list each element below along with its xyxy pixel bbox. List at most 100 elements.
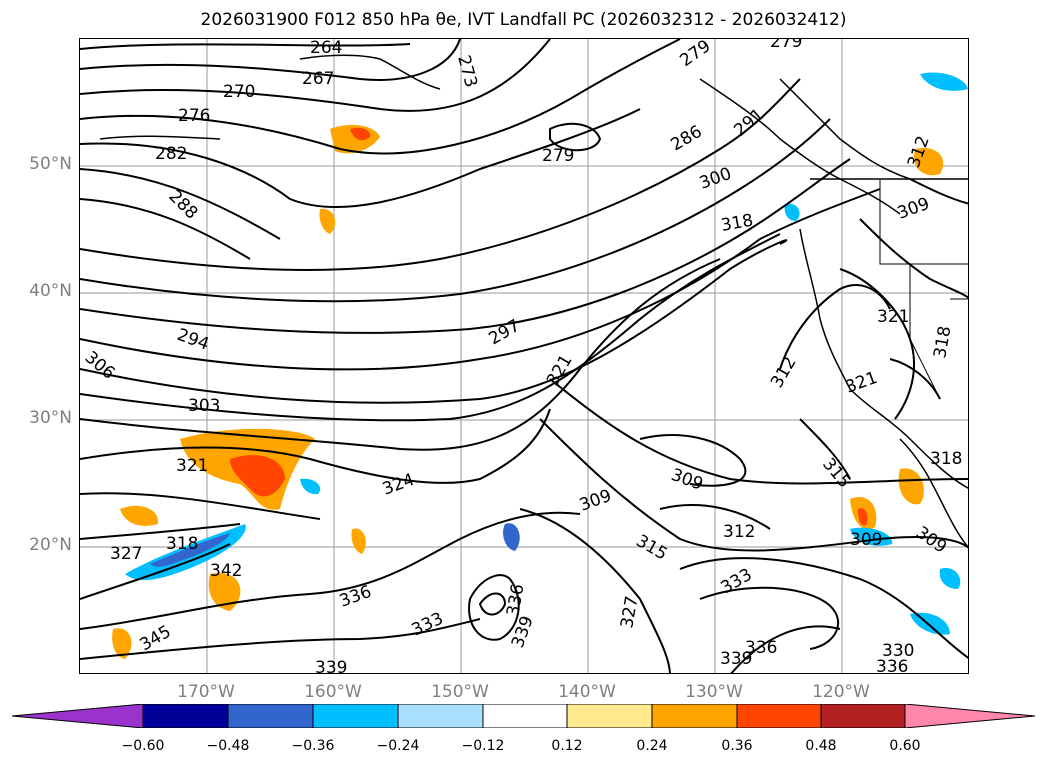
contour-label: 297 bbox=[486, 316, 524, 350]
contour-label: 312 bbox=[767, 353, 801, 391]
contour-label: 321 bbox=[877, 307, 909, 327]
contour-label: 315 bbox=[818, 454, 854, 492]
colorbar-tick-label: 0.24 bbox=[636, 738, 668, 754]
shade-positive-blob bbox=[230, 455, 285, 497]
contour-label: 276 bbox=[178, 106, 210, 126]
lon-label-160w: 160°W bbox=[304, 682, 362, 702]
lon-label-150w: 150°W bbox=[431, 682, 489, 702]
shade-positive-blob bbox=[898, 468, 924, 505]
colorbar-segment bbox=[820, 704, 906, 728]
contour-label: 309 bbox=[895, 194, 932, 224]
contour-label: 306 bbox=[81, 348, 119, 384]
contour-label: 318 bbox=[166, 534, 198, 554]
colorbar-segment bbox=[397, 704, 484, 728]
shade-negative-blob bbox=[150, 533, 230, 567]
contour-label: 336 bbox=[503, 582, 528, 617]
coastlines bbox=[99, 54, 968, 548]
contour-label-group: 264 267 270 273 276 279 279 279 282 286 … bbox=[81, 39, 963, 674]
contour-label: 291 bbox=[730, 105, 768, 141]
colorbar-segment bbox=[12, 704, 144, 728]
contour-label: 336 bbox=[337, 582, 374, 612]
shade-negative-blob bbox=[920, 72, 968, 91]
map-svg: 264 267 270 273 276 279 279 279 282 286 … bbox=[80, 39, 968, 674]
lon-label-140w: 140°W bbox=[558, 682, 616, 702]
shade-positive-blob bbox=[351, 528, 366, 554]
contour-label: 336 bbox=[876, 657, 908, 674]
contour-label: 309 bbox=[577, 486, 614, 516]
shade-positive-blob bbox=[914, 147, 944, 176]
colorbar-segment bbox=[142, 704, 229, 728]
contour-label: 303 bbox=[188, 396, 220, 416]
contour-label: 321 bbox=[843, 368, 880, 398]
contour-label: 264 bbox=[310, 39, 342, 58]
colorbar-tick-label: −0.24 bbox=[376, 738, 420, 754]
lon-label-170w: 170°W bbox=[177, 682, 235, 702]
contour-label: 339 bbox=[720, 649, 752, 669]
contour-label: 327 bbox=[617, 594, 642, 629]
contour-label: 339 bbox=[315, 658, 347, 674]
contour-label: 321 bbox=[176, 456, 208, 476]
contour-label: 333 bbox=[409, 609, 447, 641]
colorbar-tick-label: 0.60 bbox=[889, 738, 921, 754]
colorbar-tick-label: −0.60 bbox=[121, 738, 165, 754]
contour-label: 273 bbox=[453, 53, 481, 90]
contour-label: 294 bbox=[174, 325, 211, 355]
shade-positive-blob bbox=[858, 508, 868, 526]
colorbar-tick-label: 0.36 bbox=[721, 738, 753, 754]
contour-label: 279 bbox=[770, 39, 802, 52]
colorbar-tick-label: −0.48 bbox=[206, 738, 250, 754]
colorbar-segment bbox=[736, 704, 822, 728]
shade-negative-blob bbox=[784, 203, 800, 221]
contour-label: 309 bbox=[850, 530, 882, 550]
contour-label: 315 bbox=[633, 531, 671, 565]
colorbar-tick-label: −0.12 bbox=[461, 738, 505, 754]
colorbar-segment bbox=[651, 704, 738, 728]
colorbar-segment bbox=[904, 704, 1035, 728]
shade-positive-blob bbox=[112, 628, 132, 659]
contour-label: 330 bbox=[882, 641, 914, 661]
contour-label: 333 bbox=[718, 565, 756, 599]
contour-label: 336 bbox=[745, 638, 777, 658]
contour-label: 318 bbox=[930, 324, 955, 359]
colorbar-segment bbox=[312, 704, 399, 728]
shade-positive-blob bbox=[120, 505, 159, 526]
lon-label-130w: 130°W bbox=[685, 682, 743, 702]
lat-label-40n: 40°N bbox=[29, 281, 72, 301]
contour-label: 339 bbox=[508, 613, 538, 650]
contour-label: 282 bbox=[155, 144, 187, 164]
contour-label: 267 bbox=[302, 69, 334, 89]
contour-label: 312 bbox=[723, 522, 755, 542]
contour-label: 327 bbox=[110, 544, 142, 564]
contour-label: 279 bbox=[542, 146, 574, 166]
colorbar bbox=[12, 704, 1035, 728]
lon-label-120w: 120°W bbox=[812, 682, 870, 702]
shade-negative-blob bbox=[300, 478, 321, 495]
colorbar-segment bbox=[227, 704, 314, 728]
colorbar-tick-label: −0.36 bbox=[291, 738, 335, 754]
shade-positive-blob bbox=[319, 208, 336, 234]
colorbar-tick-label: 0.48 bbox=[805, 738, 837, 754]
colorbar-segment bbox=[482, 704, 568, 728]
contour-label: 309 bbox=[912, 523, 950, 558]
contour-label: 318 bbox=[719, 211, 754, 236]
lat-label-50n: 50°N bbox=[29, 154, 72, 174]
contour-label: 324 bbox=[380, 470, 417, 500]
contour-label: 300 bbox=[697, 164, 734, 194]
plot-title: 2026031900 F012 850 hPa θe, IVT Landfall… bbox=[200, 10, 847, 30]
map-panel: 264 267 270 273 276 279 279 279 282 286 … bbox=[79, 38, 969, 674]
contour-label: 279 bbox=[676, 39, 714, 71]
contour-label: 270 bbox=[223, 82, 255, 102]
colorbar-segment bbox=[566, 704, 653, 728]
shade-positive-blob bbox=[208, 572, 241, 611]
contour-label: 286 bbox=[668, 122, 706, 156]
lat-label-30n: 30°N bbox=[29, 408, 72, 428]
theta-e-contours bbox=[80, 39, 968, 673]
shade-negative-blob bbox=[503, 523, 520, 551]
lat-label-20n: 20°N bbox=[29, 535, 72, 555]
colorbar-tick-label: 0.12 bbox=[551, 738, 583, 754]
contour-label: 318 bbox=[930, 449, 962, 469]
ivt-shading bbox=[112, 72, 968, 659]
shade-negative-blob bbox=[910, 612, 950, 635]
shade-positive-blob bbox=[350, 127, 371, 141]
shade-negative-blob bbox=[939, 568, 961, 589]
